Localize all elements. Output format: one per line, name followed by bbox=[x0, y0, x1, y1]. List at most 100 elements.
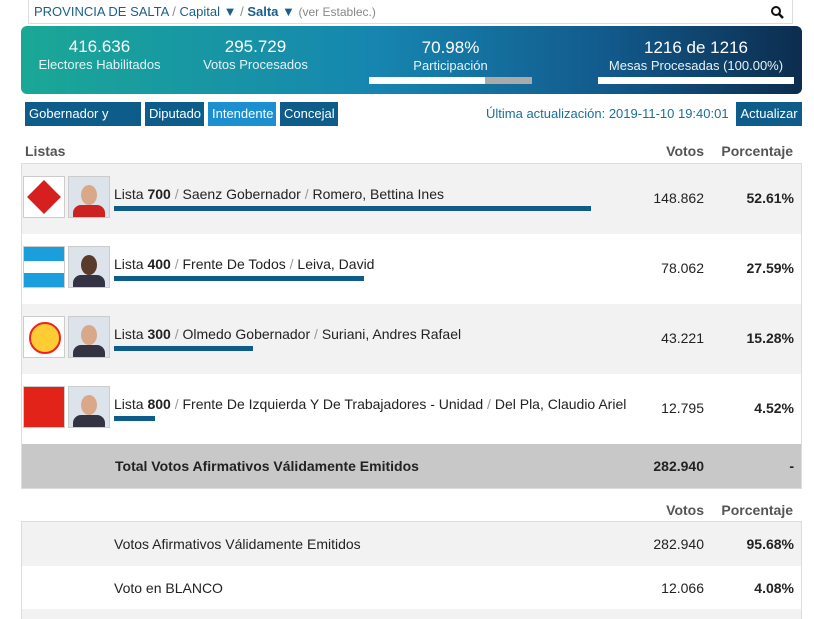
party-logo bbox=[23, 246, 65, 288]
result-row: Lista 300 / Olmedo Gobernador / Suriani,… bbox=[21, 304, 802, 374]
result-row: Lista 700 / Saenz Gobernador / Romero, B… bbox=[21, 164, 802, 234]
refresh-button[interactable]: Actualizar bbox=[736, 102, 802, 126]
total-row: Total Votos Afirmativos Válidamente Emit… bbox=[21, 444, 802, 489]
progress-track bbox=[598, 77, 794, 84]
logo-shape bbox=[27, 180, 61, 214]
percent: 52.61% bbox=[746, 190, 794, 206]
summary-row: Votos Afirmativos Válidamente Emitidos 28… bbox=[21, 522, 802, 566]
votes: 12.066 bbox=[661, 580, 704, 596]
list-number: 700 bbox=[147, 186, 171, 202]
summary-label: Votos Afirmativos Válidamente Emitidos bbox=[114, 536, 361, 552]
progress-bar bbox=[598, 77, 794, 84]
separator: / bbox=[289, 256, 294, 272]
candidate-photo bbox=[68, 176, 110, 218]
percent: 27.59% bbox=[746, 260, 794, 276]
establishment-link[interactable]: (ver Establec.) bbox=[298, 5, 376, 19]
summary-banner: 416.636 Electores Habilitados 295.729 Vo… bbox=[21, 26, 802, 94]
province-link[interactable]: PROVINCIA DE SALTA bbox=[34, 4, 169, 19]
party-logo bbox=[23, 176, 65, 218]
photo-face bbox=[81, 325, 97, 345]
total-votes: 282.940 bbox=[653, 458, 704, 474]
party-name: Frente De Izquierda Y De Trabajadores - … bbox=[182, 396, 484, 412]
breadcrumb: PROVINCIA DE SALTA / Capital ▼ / Salta ▼… bbox=[28, 0, 793, 24]
summary-row bbox=[21, 609, 802, 619]
rule bbox=[21, 163, 802, 164]
header-listas: Listas bbox=[25, 143, 66, 159]
votes: 12.795 bbox=[661, 400, 704, 416]
stat: 70.98% Participación bbox=[369, 38, 532, 84]
department-select[interactable]: Capital ▼ bbox=[179, 4, 237, 19]
separator: / bbox=[174, 396, 179, 412]
list-title: Lista 700 / Saenz Gobernador / Romero, B… bbox=[114, 186, 444, 202]
stat-label: Votos Procesados bbox=[203, 57, 308, 72]
percent: 95.68% bbox=[746, 536, 794, 552]
candidate-photo bbox=[68, 246, 110, 288]
vote-bar bbox=[114, 416, 155, 421]
vote-bar bbox=[114, 276, 365, 281]
separator: / bbox=[487, 396, 491, 412]
votes: 282.940 bbox=[653, 536, 704, 552]
vote-bar bbox=[114, 346, 253, 351]
candidate-photo bbox=[68, 386, 110, 428]
photo-face bbox=[81, 185, 97, 205]
votes: 78.062 bbox=[661, 260, 704, 276]
party-name: Olmedo Gobernador bbox=[182, 326, 311, 342]
list-title: Lista 400 / Frente De Todos / Leiva, Dav… bbox=[114, 256, 374, 272]
candidate-name: Romero, Bettina Ines bbox=[312, 186, 444, 202]
separator: / bbox=[174, 326, 179, 342]
logo-shape bbox=[24, 261, 64, 273]
separator: / bbox=[172, 4, 176, 19]
list-prefix: Lista bbox=[114, 186, 144, 202]
separator: / bbox=[240, 4, 244, 19]
list-prefix: Lista bbox=[114, 256, 144, 272]
header-porcentaje: Porcentaje bbox=[721, 143, 793, 159]
stat-label: Electores Habilitados bbox=[38, 57, 161, 72]
list-title: Lista 300 / Olmedo Gobernador / Suriani,… bbox=[114, 326, 461, 342]
stat-value: 416.636 bbox=[68, 37, 131, 56]
candidate-name: Del Pla, Claudio Ariel bbox=[494, 396, 627, 412]
list-number: 300 bbox=[147, 326, 171, 342]
photo-body bbox=[73, 275, 105, 287]
photo-face bbox=[81, 395, 97, 415]
photo-body bbox=[73, 345, 105, 357]
party-logo bbox=[23, 316, 65, 358]
vote-bar bbox=[114, 206, 592, 211]
votes: 148.862 bbox=[653, 190, 704, 206]
candidate-name: Suriani, Andres Rafael bbox=[321, 326, 462, 342]
stat: 416.636 Electores Habilitados bbox=[21, 37, 178, 73]
separator: / bbox=[174, 186, 179, 202]
stat: 1216 de 1216 Mesas Procesadas (100.00%) bbox=[598, 38, 794, 84]
separator: / bbox=[304, 186, 309, 202]
list-number: 400 bbox=[147, 256, 171, 272]
percent: 15.28% bbox=[746, 330, 794, 346]
percent: 4.52% bbox=[754, 400, 794, 416]
stat-label: Participación bbox=[413, 58, 488, 73]
list-number: 800 bbox=[147, 396, 171, 412]
result-row: Lista 800 / Frente De Izquierda Y De Tra… bbox=[21, 374, 802, 444]
stat-value: 295.729 bbox=[224, 37, 287, 56]
summary-label: Voto en BLANCO bbox=[114, 580, 223, 596]
votes: 43.221 bbox=[661, 330, 704, 346]
logo-shape bbox=[29, 322, 61, 354]
list-prefix: Lista bbox=[114, 326, 144, 342]
tab[interactable]: Gobernador y Vice bbox=[25, 102, 141, 145]
header-votos: Votos bbox=[666, 502, 704, 518]
tab[interactable]: Intendente bbox=[208, 102, 276, 126]
party-logo bbox=[23, 386, 65, 428]
percent: 4.08% bbox=[754, 580, 794, 596]
list-title: Lista 800 / Frente De Izquierda Y De Tra… bbox=[114, 396, 626, 412]
municipality-select[interactable]: Salta ▼ bbox=[247, 4, 295, 19]
header-porcentaje: Porcentaje bbox=[721, 502, 793, 518]
header-votos: Votos bbox=[666, 143, 704, 159]
search-icon[interactable] bbox=[771, 6, 784, 19]
tab[interactable]: Concejal bbox=[280, 102, 338, 126]
tab[interactable]: Diputado bbox=[145, 102, 204, 126]
photo-body bbox=[73, 205, 105, 217]
photo-body bbox=[73, 415, 105, 427]
progress-bar bbox=[369, 77, 485, 84]
summary-row: Voto en BLANCO 12.066 4.08% bbox=[21, 566, 802, 610]
stat-value: 1216 de 1216 bbox=[644, 38, 748, 57]
party-name: Saenz Gobernador bbox=[182, 186, 301, 202]
party-name: Frente De Todos bbox=[182, 256, 286, 272]
